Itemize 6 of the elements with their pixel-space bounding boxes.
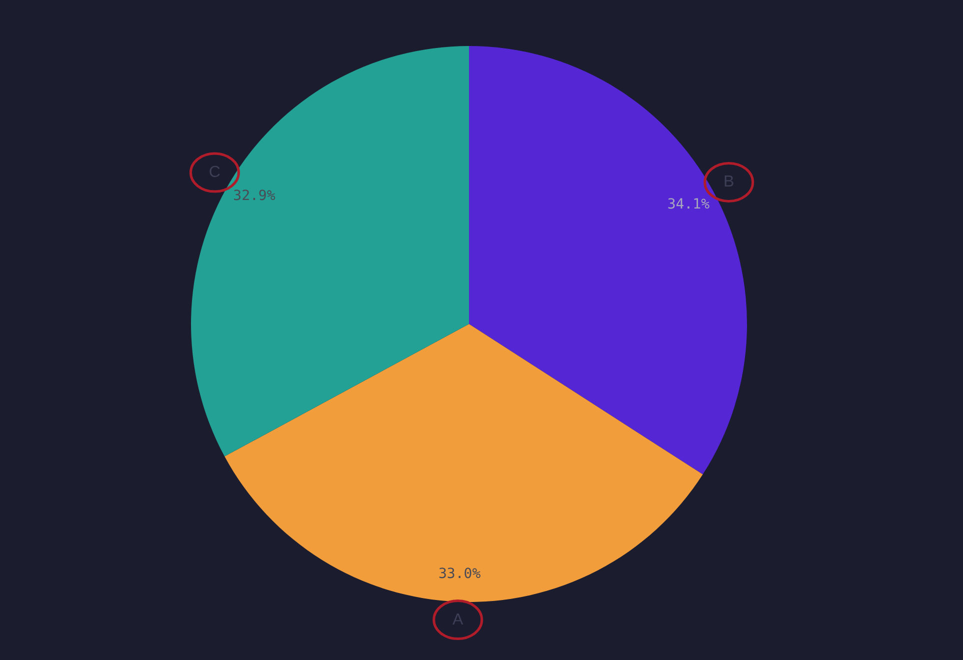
data-label: 33.0% [438,566,482,582]
pie-slice [191,46,469,456]
pie-slice [469,46,747,474]
data-label: 32.9% [233,188,276,204]
data-label: 34.1% [667,196,710,212]
pie-slice [224,324,703,602]
